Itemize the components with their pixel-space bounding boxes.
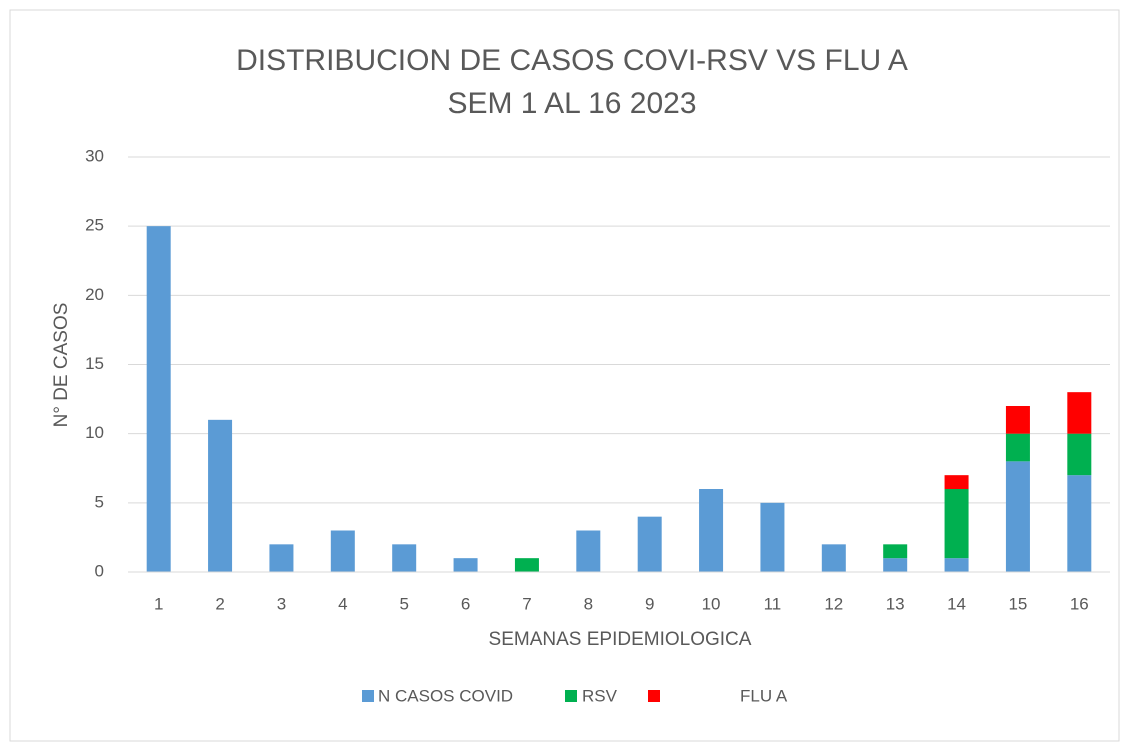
bar-segment xyxy=(269,544,294,572)
bar-segment xyxy=(944,475,969,489)
x-tick-label: 11 xyxy=(764,594,782,613)
y-tick-label: 30 xyxy=(85,146,104,165)
legend-swatch xyxy=(565,690,577,702)
bar-segment xyxy=(208,419,233,572)
y-tick-label: 5 xyxy=(95,492,104,511)
bar-segment xyxy=(1005,433,1030,462)
bar-segment xyxy=(1067,475,1092,572)
bar-segment xyxy=(821,544,846,572)
x-tick-label: 3 xyxy=(277,594,286,613)
chart-title: SEM 1 AL 16 2023 xyxy=(447,87,696,120)
y-tick-label: 0 xyxy=(95,561,104,580)
x-tick-label: 1 xyxy=(154,594,163,613)
bar-segment xyxy=(699,489,724,572)
x-tick-label: 16 xyxy=(1070,594,1089,613)
x-tick-label: 14 xyxy=(947,594,966,613)
bar-segment xyxy=(883,558,908,572)
bar-segment xyxy=(330,530,355,572)
legend-swatch xyxy=(648,690,660,702)
x-tick-label: 8 xyxy=(584,594,593,613)
bar-segment xyxy=(637,516,662,572)
legend-label: RSV xyxy=(582,686,618,705)
bar-segment xyxy=(944,489,969,559)
bar-segment xyxy=(883,544,908,559)
x-tick-label: 4 xyxy=(338,594,347,613)
bar-segment xyxy=(453,558,478,572)
chart-title: DISTRIBUCION DE CASOS COVI-RSV VS FLU A xyxy=(236,44,908,77)
legend-label: N CASOS COVID xyxy=(378,686,513,705)
bar-segment xyxy=(1067,392,1092,434)
x-tick-label: 13 xyxy=(886,594,905,613)
bar-segment xyxy=(392,544,417,572)
bar-segment xyxy=(1067,433,1092,476)
bar-segment xyxy=(1005,406,1030,434)
legend-label: FLU A xyxy=(740,686,788,705)
x-tick-label: 10 xyxy=(702,594,721,613)
x-tick-label: 7 xyxy=(522,594,531,613)
x-tick-label: 15 xyxy=(1008,594,1027,613)
x-tick-label: 12 xyxy=(824,594,843,613)
y-tick-label: 20 xyxy=(85,285,104,304)
y-tick-label: 15 xyxy=(85,354,104,373)
chart-border xyxy=(9,9,1120,742)
bar-segment xyxy=(1005,461,1030,572)
x-tick-label: 5 xyxy=(399,594,408,613)
bar-segment xyxy=(760,502,785,572)
y-tick-label: 10 xyxy=(85,423,104,442)
bar-segment xyxy=(146,226,171,572)
x-tick-label: 6 xyxy=(461,594,470,613)
bar-segment xyxy=(944,558,969,572)
y-axis-title: N° DE CASOS xyxy=(51,303,72,428)
bar-segment xyxy=(514,558,539,572)
x-tick-label: 9 xyxy=(645,594,654,613)
legend-swatch xyxy=(362,690,374,702)
x-tick-label: 2 xyxy=(215,594,224,613)
x-axis-title: SEMANAS EPIDEMIOLOGICA xyxy=(489,629,752,650)
y-tick-label: 25 xyxy=(85,216,104,235)
bar-segment xyxy=(576,530,601,572)
